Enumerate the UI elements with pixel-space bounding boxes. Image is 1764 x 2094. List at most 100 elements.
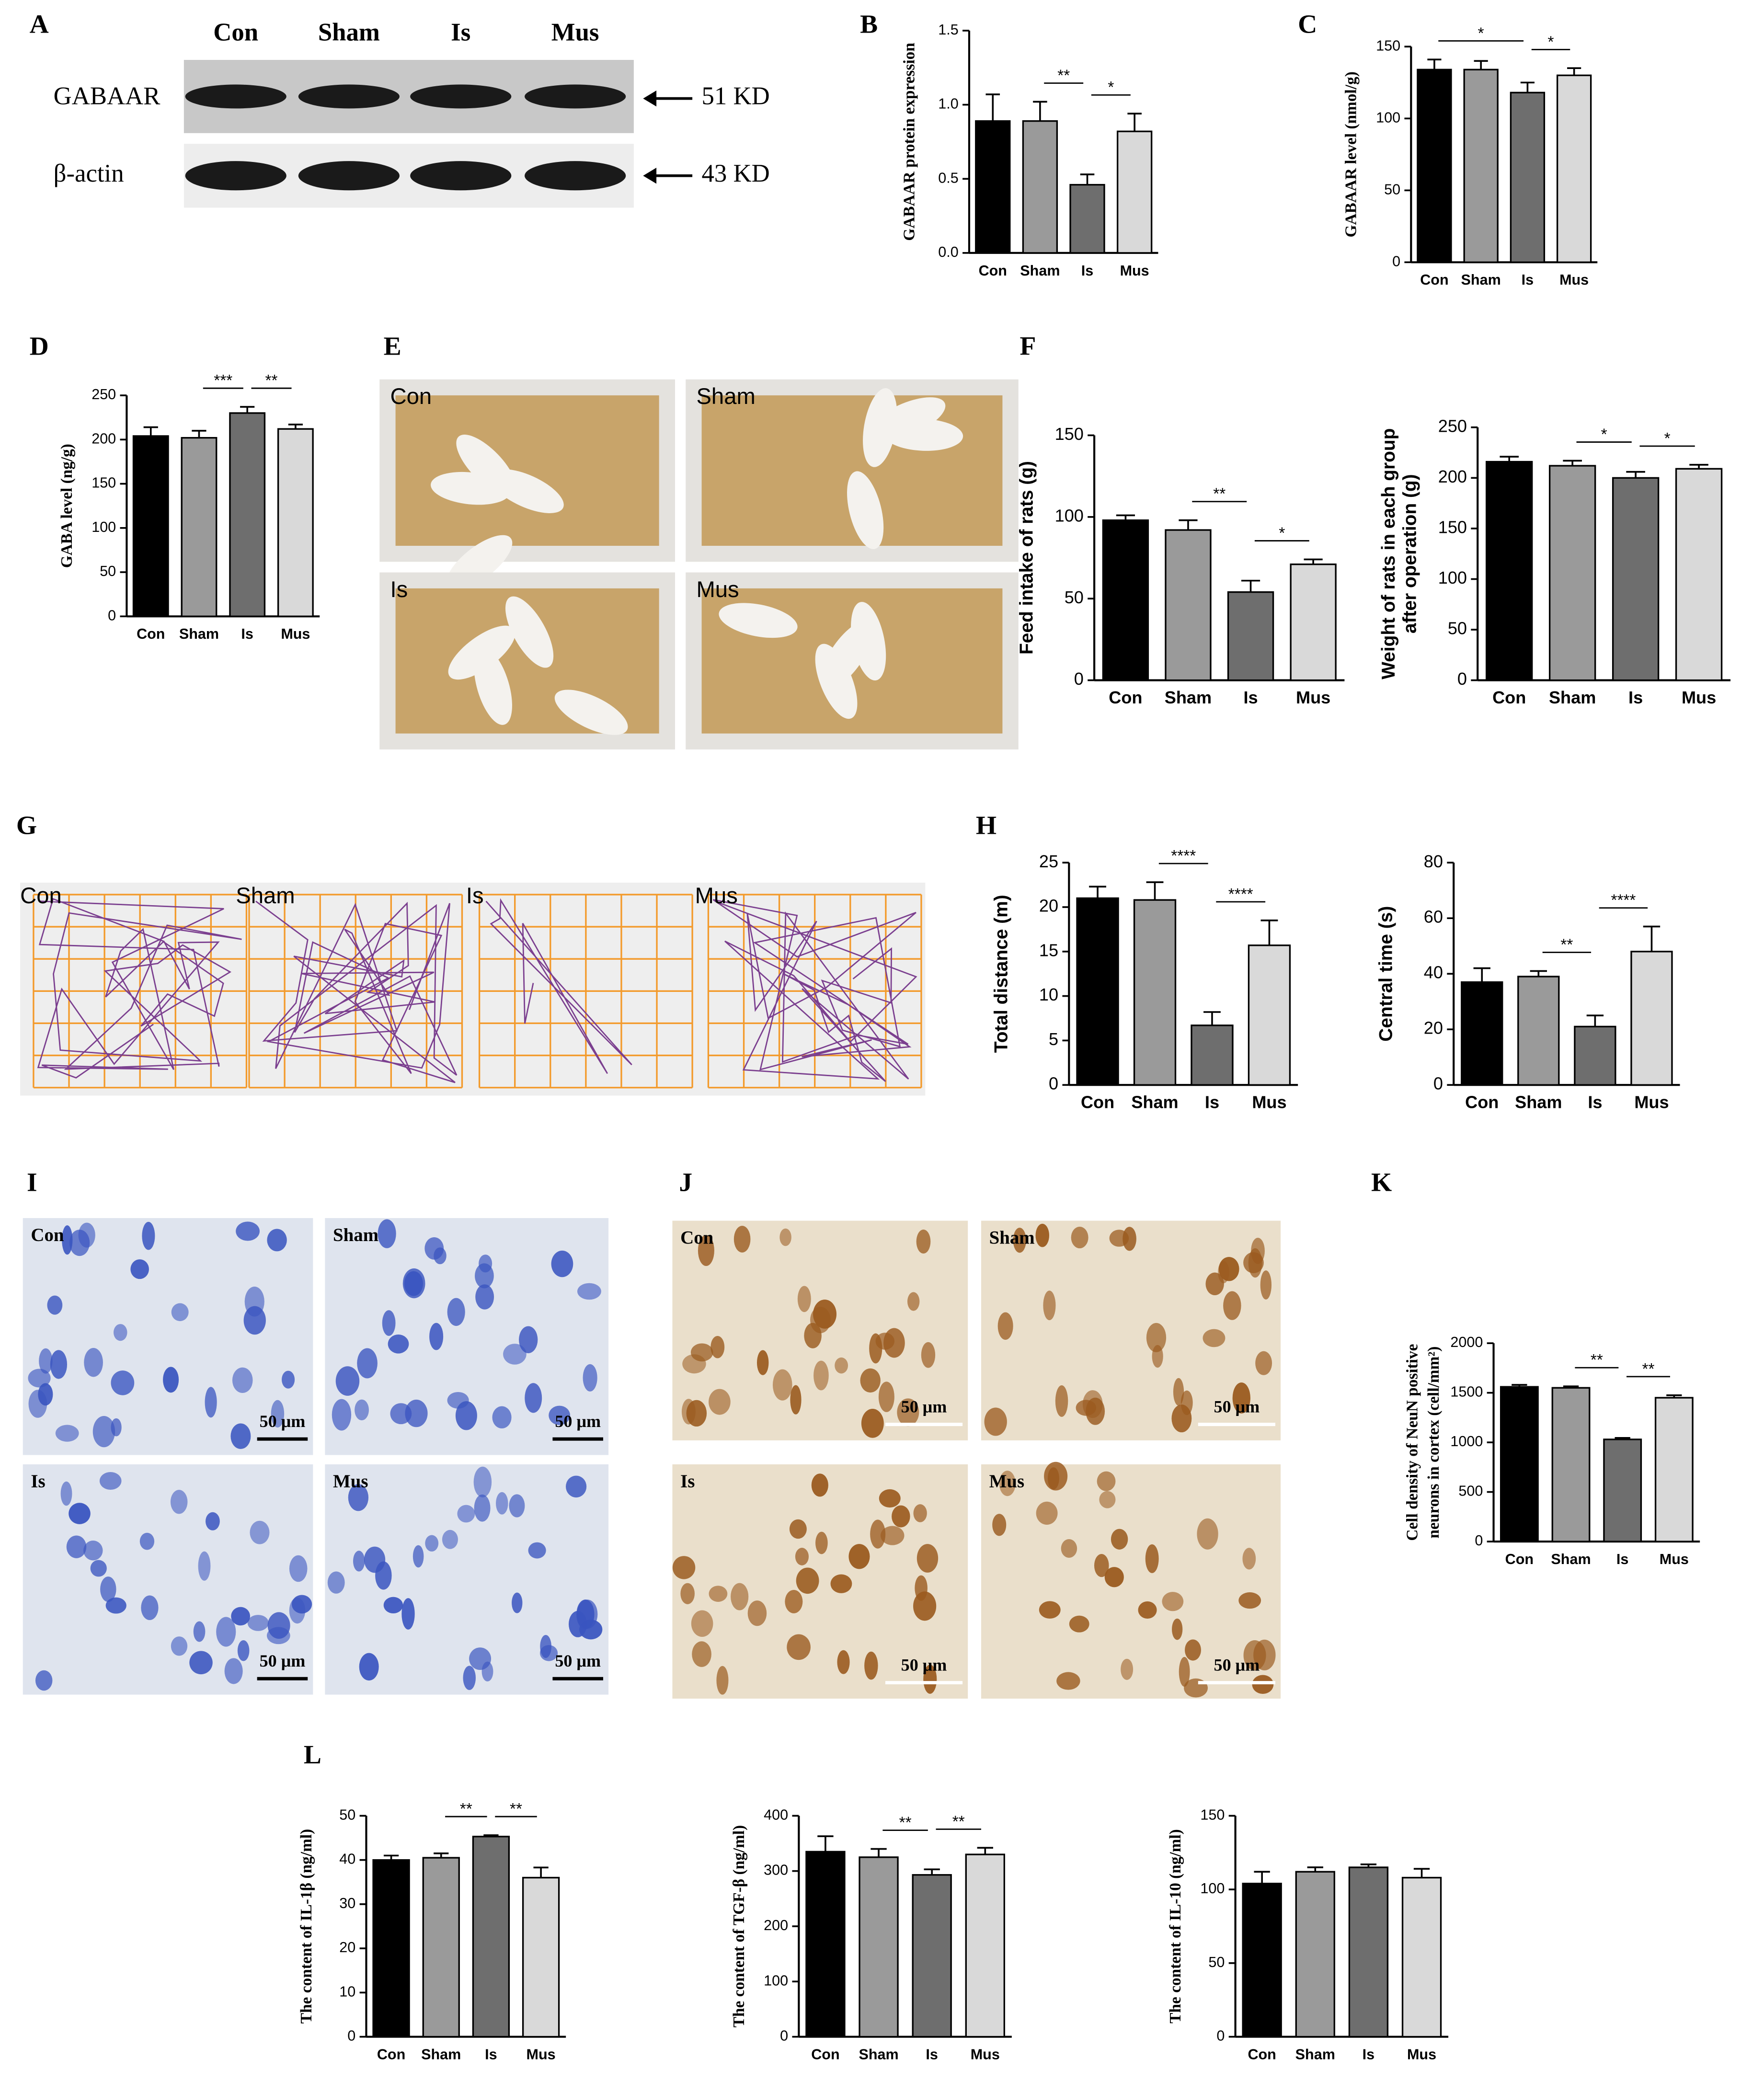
y-axis-title: Central time (s) [1376, 906, 1397, 1042]
cell [99, 1472, 122, 1490]
lane-label: Con [213, 18, 258, 46]
protein-label: β-actin [54, 160, 124, 187]
bar [1102, 519, 1149, 681]
blot-band [298, 84, 400, 109]
x-tick-label: Sham [1131, 1093, 1178, 1112]
panel-label: F [1020, 332, 1036, 361]
cell [250, 1520, 270, 1544]
cell [378, 1219, 396, 1248]
cell [1036, 1501, 1058, 1525]
cell [50, 1350, 68, 1379]
panel-label: I [27, 1167, 37, 1197]
cell [1179, 1657, 1190, 1687]
cell [84, 1348, 103, 1377]
bar [1556, 74, 1592, 263]
micrograph [981, 1464, 1281, 1699]
bar [1461, 981, 1503, 1086]
cell [247, 1615, 269, 1631]
panel-label: G [16, 811, 37, 840]
cell [698, 1235, 714, 1266]
y-axis-title: Total distance (m) [991, 895, 1012, 1053]
bar [1191, 1024, 1234, 1086]
x-tick-label: Is [1522, 272, 1534, 288]
cell [1099, 1491, 1116, 1508]
cell [772, 1369, 792, 1401]
y-tick-label: 20 [339, 1939, 355, 1956]
cell [224, 1658, 243, 1684]
x-tick-label: Sham [421, 2046, 461, 2062]
rat [448, 625, 515, 680]
cell [1255, 1351, 1272, 1375]
x-tick-label: Con [811, 2046, 839, 2062]
cell [442, 1530, 458, 1549]
rat [820, 621, 873, 689]
panel-label: H [976, 811, 997, 840]
cell [1223, 1291, 1241, 1320]
cell [457, 1505, 475, 1523]
rat [863, 388, 897, 467]
cell [55, 1425, 79, 1442]
x-tick-label: Sham [1515, 1093, 1562, 1112]
cell [525, 1383, 542, 1413]
micrograph-label: Is [680, 1471, 695, 1492]
bar [1574, 1025, 1616, 1086]
bar [229, 412, 266, 617]
cell [327, 1571, 345, 1594]
y-tick-label: 100 [764, 1972, 788, 1989]
cell [810, 1307, 831, 1334]
y-tick-label: 100 [1200, 1880, 1225, 1897]
scale-bar-label: 50 μm [260, 1412, 306, 1431]
cell [170, 1490, 188, 1514]
significance-label: ** [1642, 1360, 1655, 1378]
cell [364, 1546, 386, 1573]
y-tick-label: 0 [1475, 1532, 1483, 1549]
cell [921, 1342, 936, 1368]
x-tick-label: Con [1248, 2046, 1276, 2062]
cell [690, 1343, 713, 1362]
x-tick-label: Mus [281, 626, 310, 642]
bar [1227, 591, 1274, 681]
x-tick-label: Mus [1120, 263, 1149, 279]
y-axis-title: GABAAR level (nmol/g) [1342, 71, 1360, 237]
significance-label: ** [1591, 1351, 1603, 1369]
cell [1197, 1518, 1218, 1550]
cell [1146, 1323, 1167, 1352]
cell [709, 1389, 731, 1415]
blot-band [185, 161, 286, 191]
cell [731, 1583, 749, 1611]
y-tick-label: 0 [108, 607, 116, 623]
cell [999, 1471, 1016, 1496]
y-tick-label: 30 [339, 1895, 355, 1911]
cell [710, 1335, 725, 1358]
cell [830, 1574, 852, 1593]
cell [1104, 1567, 1124, 1588]
cell [1056, 1672, 1080, 1690]
bar [805, 1851, 846, 2038]
cell [692, 1641, 711, 1667]
scale-bar-label: 50 μm [555, 1412, 601, 1431]
cell [892, 1505, 910, 1528]
cell [382, 1310, 396, 1336]
track-label: Con [20, 883, 62, 909]
bar [1675, 468, 1723, 681]
x-tick-label: Mus [1660, 1551, 1689, 1567]
cell [1035, 1223, 1050, 1247]
bar [522, 1876, 560, 2038]
cell [848, 1544, 870, 1569]
y-tick-label: 25 [1039, 851, 1058, 871]
cell [424, 1237, 444, 1260]
significance-label: **** [1228, 886, 1253, 903]
y-tick-label: 100 [1376, 109, 1400, 126]
x-tick-label: Is [485, 2046, 497, 2062]
y-axis-title: The content of TGF-β (ng/ml) [730, 1825, 748, 2027]
cell [1069, 1615, 1089, 1633]
y-tick-label: 200 [92, 430, 116, 447]
cell [1123, 1227, 1136, 1251]
cell [35, 1670, 53, 1691]
bar [472, 1836, 510, 2038]
cell [787, 1634, 811, 1660]
micrograph-label: Con [31, 1225, 64, 1245]
cell [551, 1250, 573, 1277]
bar [1116, 130, 1153, 254]
bar [1165, 529, 1212, 681]
